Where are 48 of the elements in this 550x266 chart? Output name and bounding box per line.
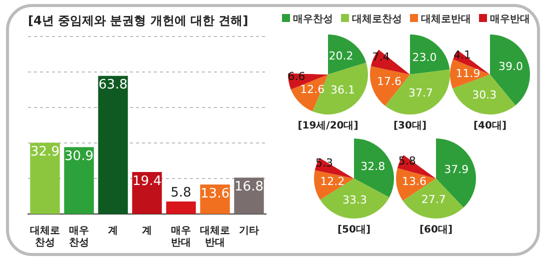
data-label: 27.7 (421, 193, 446, 206)
data-label: 6.6 (288, 70, 306, 83)
data-label: 63.8 (98, 78, 128, 93)
data-label: 37.7 (408, 86, 434, 100)
data-label: 23.0 (412, 50, 437, 64)
data-label: 20.2 (328, 50, 354, 63)
x-tick-label: 계 (108, 226, 118, 237)
data-label: 39.0 (498, 60, 523, 73)
text: [50대] (337, 224, 371, 236)
data-label: 16.8 (234, 179, 264, 194)
data-label: 32.9 (30, 144, 60, 160)
bar (234, 178, 264, 214)
data-label: 32.8 (360, 160, 386, 174)
x-tick-label: 대체로 반대 (200, 226, 230, 249)
data-label: 19.4 (132, 174, 162, 189)
bar (98, 76, 128, 214)
text: [60대] (419, 224, 453, 236)
bar (166, 201, 196, 214)
data-label: 12.2 (320, 175, 345, 188)
text: [40대] (473, 120, 507, 132)
x-tick-label: 대체로 찬성 (30, 226, 60, 249)
data-label: 37.9 (444, 163, 469, 176)
text: [30대] (393, 120, 427, 132)
data-label: 7.4 (372, 50, 390, 64)
x-tick-label: 기타 (239, 226, 259, 237)
x-tick-label: 매우 반대 (171, 226, 191, 249)
legend-label: 매우반대 (489, 13, 530, 26)
data-label: 30.9 (64, 148, 94, 164)
bar (30, 142, 60, 214)
x-tick-label: 매우 찬성 (69, 226, 89, 249)
data-label: 5.8 (170, 185, 192, 200)
data-label: 11.9 (456, 67, 480, 80)
data-label: 13.6 (200, 186, 230, 202)
data-label: 5.8 (398, 154, 416, 168)
data-label: 30.3 (472, 88, 497, 102)
data-label: 12.6 (300, 82, 325, 96)
x-tick-label: 계 (142, 226, 152, 237)
bar (64, 147, 94, 214)
data-label: 36.1 (330, 84, 356, 97)
legend-label: 대체로찬성 (351, 13, 402, 26)
data-label: 33.3 (342, 193, 368, 206)
legend-label: 대체로반대 (420, 13, 471, 26)
legend-label: 매우찬성 (292, 13, 333, 26)
data-label: 17.6 (377, 74, 402, 88)
data-label: 13.6 (402, 174, 427, 188)
chart-title: [4년 중임제와 분권형 개헌에 대한 견해] (28, 13, 248, 28)
bar (132, 172, 162, 214)
text: [19세/20대] (298, 120, 358, 132)
